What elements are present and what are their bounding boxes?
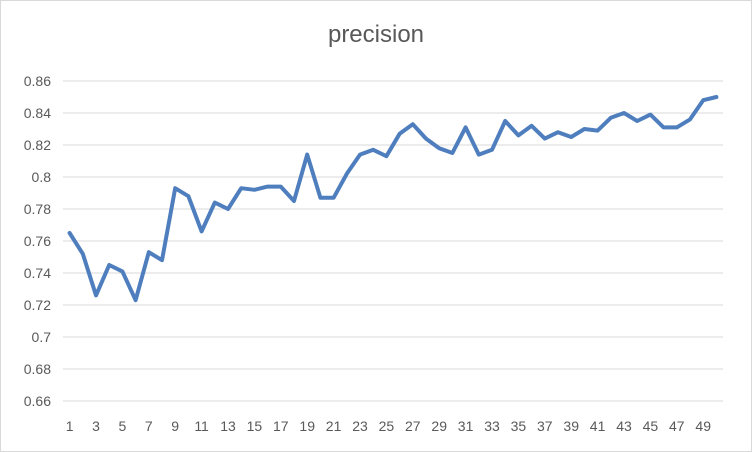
series-layer <box>67 95 719 303</box>
x-tick-label: 23 <box>352 418 368 434</box>
y-tick-label: 0.68 <box>24 361 51 377</box>
x-tick-label: 49 <box>695 418 711 434</box>
y-tick-label: 0.84 <box>24 105 51 121</box>
gridlines <box>63 80 723 402</box>
x-tick-label: 27 <box>405 418 421 434</box>
x-tick-label: 1 <box>66 418 74 434</box>
y-tick-label: 0.72 <box>24 297 51 313</box>
x-tick-label: 29 <box>431 418 447 434</box>
x-tick-label: 3 <box>92 418 100 434</box>
x-tick-label: 21 <box>326 418 342 434</box>
y-tick-label: 0.74 <box>24 265 51 281</box>
chart-title: precision <box>327 21 425 48</box>
x-tick-label: 5 <box>119 418 127 434</box>
x-tick-label: 19 <box>299 418 315 434</box>
x-tick-label: 9 <box>171 418 179 434</box>
x-tick-label: 13 <box>220 418 236 434</box>
y-axis-tick-labels: 0.66 0.68 0.7 0.72 0.74 0.76 0.78 0.8 0.82 0.84 0.… <box>24 73 51 409</box>
y-tick-label: 0.8 <box>32 169 52 185</box>
y-tick-label: 0.82 <box>24 137 51 153</box>
y-tick-label: 0.66 <box>24 393 51 409</box>
y-tick-label: 0.76 <box>24 233 51 249</box>
x-tick-label: 43 <box>616 418 632 434</box>
x-tick-label: 11 <box>194 418 209 434</box>
series-line <box>67 95 719 303</box>
x-axis-tick-labels: 1 3 5 7 9 11 13 15 17 19 21 23 25 27 29 31 33 35 37 39 41 43 4… <box>66 418 711 434</box>
x-tick-label: 41 <box>590 418 606 434</box>
y-tick-label: 0.7 <box>32 329 52 345</box>
x-tick-label: 37 <box>537 418 553 434</box>
y-tick-label: 0.86 <box>24 73 51 89</box>
x-tick-label: 47 <box>669 418 685 434</box>
y-tick-label: 0.78 <box>24 201 51 217</box>
x-tick-label: 39 <box>563 418 579 434</box>
x-tick-label: 17 <box>273 418 289 434</box>
x-tick-label: 7 <box>145 418 153 434</box>
x-tick-label: 35 <box>511 418 527 434</box>
x-tick-label: 25 <box>379 418 395 434</box>
x-tick-label: 15 <box>247 418 263 434</box>
x-tick-label: 33 <box>484 418 500 434</box>
x-tick-label: 45 <box>643 418 659 434</box>
x-tick-label: 31 <box>458 418 474 434</box>
